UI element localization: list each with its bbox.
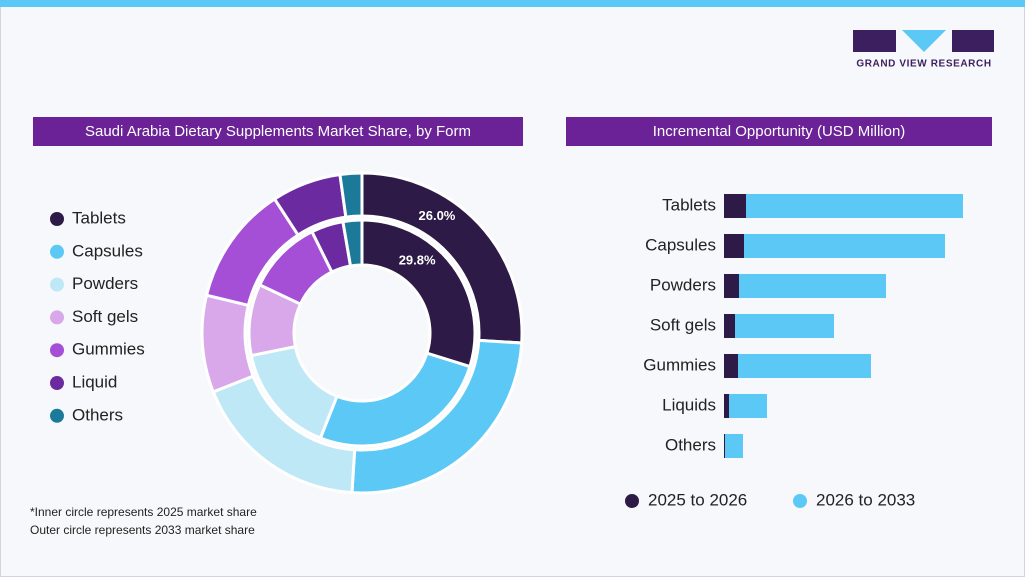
legend-swatch — [50, 310, 64, 325]
legend-swatch — [625, 494, 639, 508]
logo-block — [853, 30, 896, 52]
top-strip — [0, 0, 1025, 7]
legend-label: Tablets — [72, 208, 126, 227]
donut-segment — [360, 218, 477, 369]
legend-swatch — [50, 343, 64, 358]
bar — [738, 354, 871, 378]
legend-swatch — [793, 494, 807, 508]
logo: GRAND VIEW RESEARCH — [853, 30, 994, 70]
legend-swatch — [50, 277, 64, 292]
bar — [739, 274, 886, 298]
legend-label: 2025 to 2026 — [648, 490, 747, 509]
y-tick-label: Gummies — [643, 355, 716, 374]
logo-block — [902, 30, 946, 52]
y-tick-label: Others — [665, 435, 716, 454]
legend-swatch — [50, 376, 64, 390]
bar — [744, 234, 945, 258]
legend-label: Powders — [72, 274, 138, 293]
note: Outer circle represents 2033 market shar… — [30, 523, 255, 537]
note: *Inner circle represents 2025 market sha… — [30, 505, 257, 519]
donut-segment — [341, 218, 364, 268]
title-bar — [33, 117, 523, 146]
legend-swatch — [50, 408, 64, 423]
legend-swatch — [50, 244, 64, 259]
brand-name: GRAND VIEW RESEARCH — [856, 59, 991, 70]
bar — [724, 394, 729, 418]
legend-label: Gummies — [72, 340, 145, 359]
donut-segment — [200, 293, 256, 394]
donut-segment — [338, 171, 364, 219]
bar — [746, 194, 963, 218]
bar — [724, 194, 746, 218]
y-tick-label: Soft gels — [650, 315, 716, 334]
legend-label: Capsules — [72, 241, 143, 260]
y-tick-label: Liquids — [662, 395, 716, 414]
bar — [724, 274, 739, 298]
chart-title: Incremental Opportunity (USD Million) — [653, 123, 906, 140]
bar — [729, 394, 767, 418]
legend-label: Liquid — [72, 372, 117, 391]
bar — [724, 314, 735, 338]
legend-label: Soft gels — [72, 307, 138, 326]
title-bar — [566, 117, 992, 146]
y-tick-label: Capsules — [645, 235, 716, 254]
logo-block — [952, 30, 994, 52]
y-tick-label: Powders — [650, 275, 716, 294]
bar — [724, 234, 744, 258]
legend-label: 2026 to 2033 — [816, 490, 915, 509]
bar — [725, 434, 743, 458]
data-label: 26.0% — [419, 208, 456, 223]
chart-title: Saudi Arabia Dietary Supplements Market … — [85, 123, 471, 140]
y-tick-label: Tablets — [662, 195, 716, 214]
data-label: 29.8% — [399, 253, 436, 268]
bar — [724, 434, 725, 458]
bar — [724, 354, 738, 378]
legend-label: Others — [72, 405, 123, 424]
legend-swatch — [50, 212, 64, 226]
bar — [735, 314, 834, 338]
